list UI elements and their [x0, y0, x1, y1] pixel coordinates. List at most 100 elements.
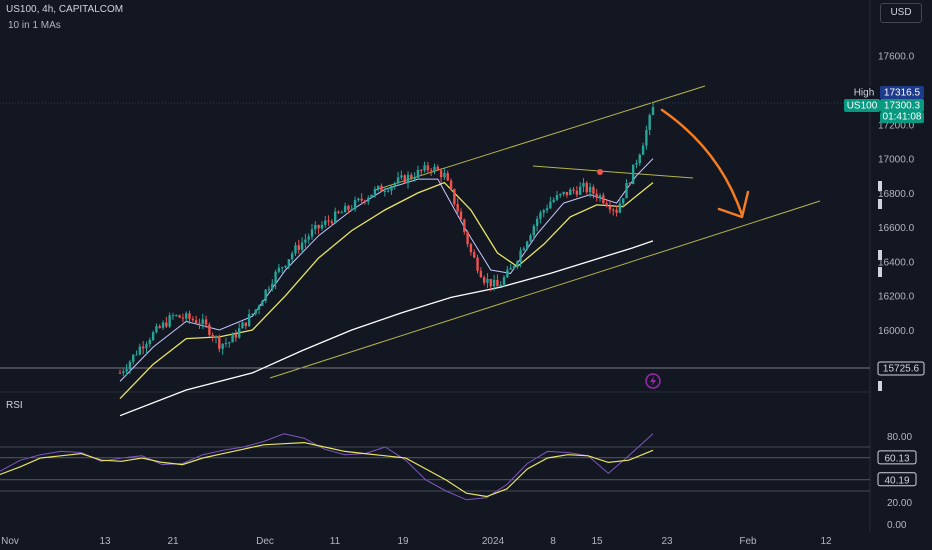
annotations: [597, 108, 750, 389]
candle-body: [247, 314, 251, 327]
x-tick-label: 11: [330, 536, 341, 547]
candle-body: [615, 209, 618, 213]
candle-body: [138, 346, 142, 355]
candle-body: [198, 323, 201, 325]
candle-body: [284, 265, 287, 268]
moving-averages: [119, 158, 654, 417]
candle-body: [396, 177, 400, 183]
candle-body: [231, 333, 234, 343]
candle-body: [261, 300, 264, 307]
countdown: 01:41:08: [883, 112, 922, 123]
marker-value-bg: [878, 362, 924, 375]
candle-body: [638, 154, 641, 164]
axis-marker: [878, 267, 882, 277]
candle-body: [360, 198, 363, 201]
candle-body: [565, 191, 569, 196]
candle-body: [400, 175, 403, 178]
indicator-label: 10 in 1 MAs: [8, 20, 61, 31]
rsi-band-label: 40.19: [884, 475, 909, 486]
candle-body: [171, 315, 175, 317]
candle-body: [499, 284, 502, 287]
candle-body: [347, 205, 350, 210]
candle-body: [377, 185, 380, 189]
candle-body: [641, 145, 645, 155]
candle-body: [241, 322, 244, 329]
marker-dot: [597, 169, 603, 175]
candle-body: [264, 289, 267, 301]
candle-body: [132, 354, 135, 362]
candle-body: [234, 333, 238, 338]
flash-icon: [645, 373, 661, 389]
candle-body: [194, 320, 198, 324]
candle-body: [380, 185, 383, 192]
candle-body: [135, 354, 138, 356]
grid: [0, 0, 871, 532]
candle-body: [310, 229, 314, 237]
high-label: High: [854, 88, 875, 99]
candle-body: [178, 315, 181, 318]
candle-body: [496, 279, 499, 287]
y-tick-label: 16200.0: [878, 292, 915, 303]
candle-body: [357, 198, 360, 201]
currency-button[interactable]: USD: [880, 3, 922, 23]
candle-body: [191, 318, 195, 321]
candle-body: [287, 259, 291, 266]
y-tick-label: 17000.0: [878, 155, 915, 166]
y-tick-label: 17600.0: [878, 52, 915, 63]
candle-body: [559, 193, 562, 196]
candle-body: [277, 267, 281, 272]
candle-body: [512, 266, 516, 269]
candle-body: [439, 170, 443, 178]
candle-body: [622, 198, 625, 204]
ma-fast-line: [119, 158, 654, 382]
candle-body: [476, 257, 479, 271]
candle-body: [151, 332, 155, 341]
candle-body: [271, 283, 274, 289]
candle-body: [165, 322, 168, 327]
candle-body: [492, 279, 496, 287]
candle-body: [509, 268, 512, 270]
candle-body: [320, 224, 324, 229]
candle-body: [350, 209, 353, 211]
candle-body: [489, 278, 492, 287]
price-labels: High 17316.5 US100 17300.301:41:08 15725.6: [844, 86, 925, 376]
candle-body: [595, 193, 598, 198]
candle-body: [459, 211, 463, 220]
flash-icon-bolt: [650, 376, 656, 386]
trendlines: [0, 85, 870, 379]
candle-body: [314, 224, 317, 230]
candle-body: [294, 245, 297, 254]
candle-body: [552, 199, 555, 202]
countdown-bg: [880, 112, 924, 123]
candle-body: [211, 334, 214, 338]
candle-body: [363, 200, 367, 202]
candle-body: [317, 224, 320, 229]
candle-body: [519, 250, 522, 262]
rsi-ma-line: [0, 441, 654, 498]
candle-body: [393, 182, 396, 186]
x-tick-label: 19: [397, 536, 409, 547]
candle-body: [479, 270, 483, 278]
candle-body: [522, 248, 526, 251]
neckline: [532, 165, 694, 179]
rsi-y-tick: 0.00: [887, 520, 907, 531]
candle-body: [300, 242, 304, 250]
candle-body: [605, 203, 608, 206]
candle-body: [635, 163, 638, 165]
high-value: 17316.5: [884, 88, 921, 99]
rsi-band-label-bg: [877, 450, 917, 465]
y-tick-label: 17200.0: [878, 120, 915, 131]
candle-body: [343, 205, 347, 213]
candle-body: [612, 209, 615, 211]
candle-body: [237, 328, 241, 338]
candle-body: [390, 185, 393, 191]
last-value-bg: [880, 99, 924, 112]
candle-body: [539, 212, 542, 219]
candle-body: [353, 200, 357, 210]
candle-body: [575, 190, 579, 195]
candle-body: [304, 239, 307, 243]
y-tick-label: 16000.0: [878, 326, 915, 337]
candle-body: [185, 313, 188, 319]
candle-body: [618, 203, 622, 213]
